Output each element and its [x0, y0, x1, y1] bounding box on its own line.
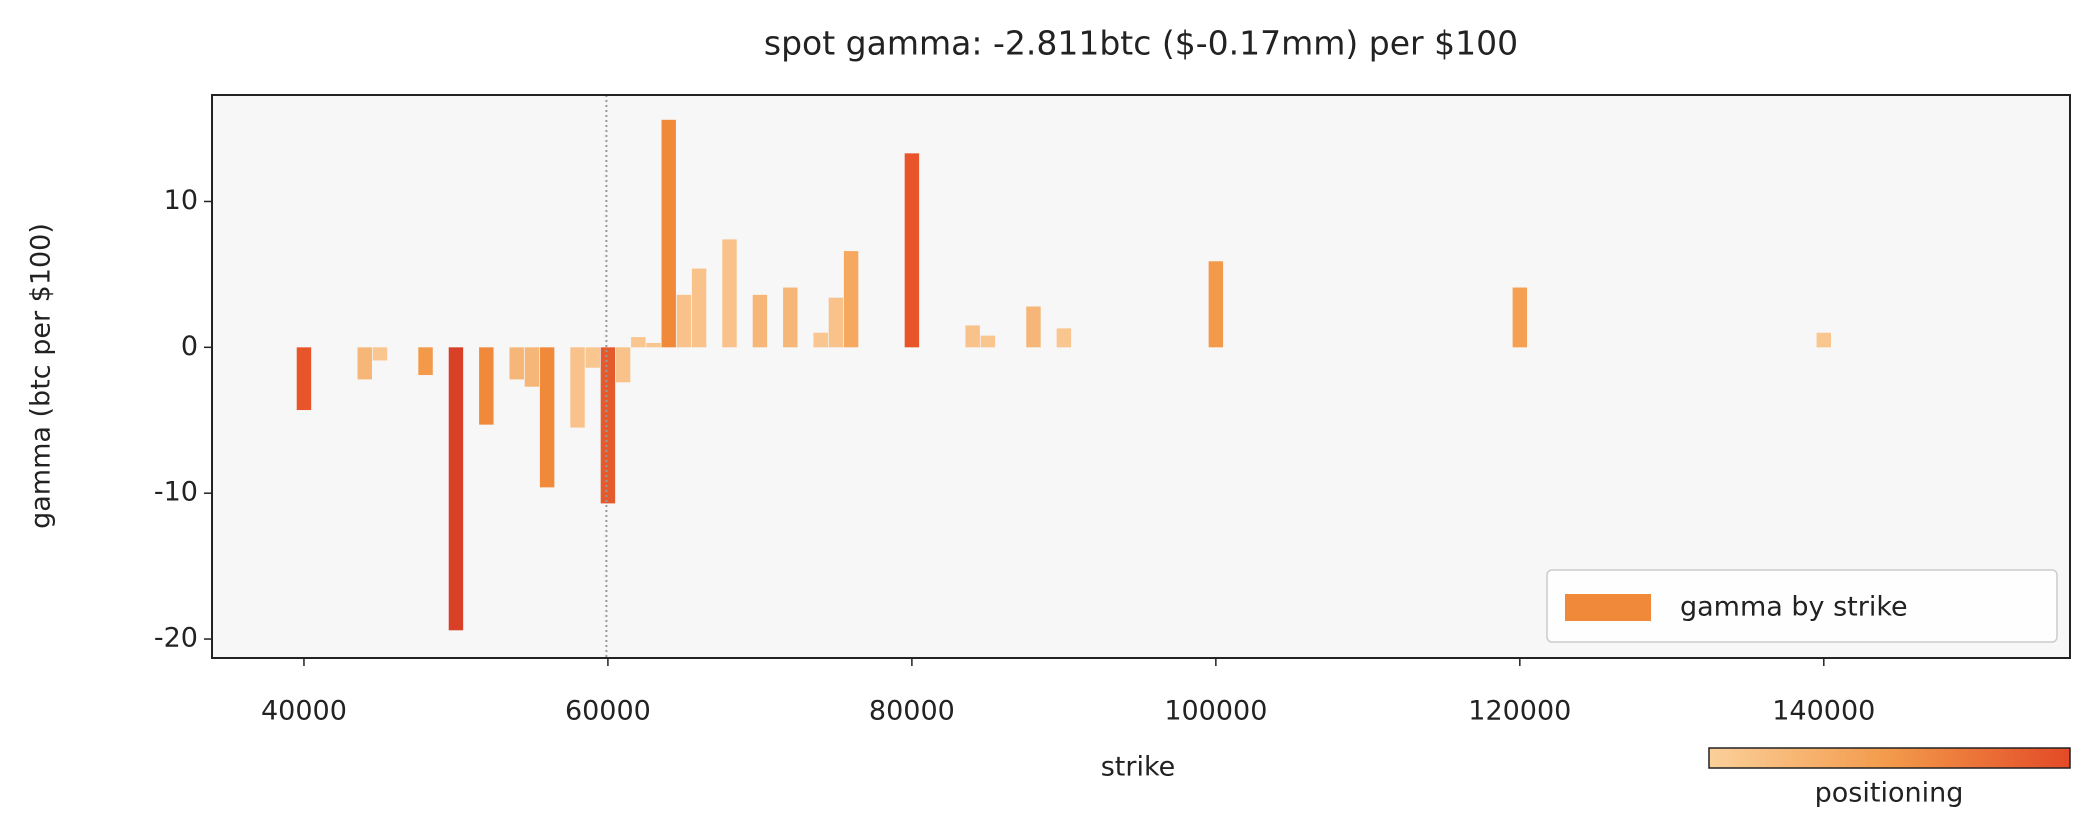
bar — [691, 268, 707, 348]
bar — [828, 297, 844, 348]
bar — [752, 294, 768, 348]
legend-box — [1546, 569, 2058, 643]
bar — [904, 153, 920, 348]
chart-title: spot gamma: -2.811btc ($-0.17mm) per $10… — [764, 24, 1518, 63]
plot-frame — [211, 94, 2071, 659]
bar — [600, 347, 616, 504]
x-tick-label: 100000 — [1164, 696, 1267, 727]
bar — [296, 347, 312, 411]
bar — [585, 347, 600, 368]
colorbar — [1708, 747, 2071, 769]
bar — [357, 347, 372, 380]
bar — [661, 119, 676, 348]
x-tick-label: 80000 — [869, 696, 955, 727]
bar — [1026, 306, 1041, 348]
bar — [1512, 287, 1528, 348]
y-tick-label: 0 — [181, 331, 198, 362]
bar — [631, 337, 646, 348]
x-tick-label: 120000 — [1468, 696, 1571, 727]
bar — [965, 325, 980, 348]
bar — [1208, 261, 1224, 348]
bar — [418, 347, 433, 376]
bar — [539, 347, 555, 488]
bar — [722, 239, 737, 348]
x-tick-label: 40000 — [261, 696, 347, 727]
legend-label: gamma by strike — [1680, 592, 1908, 623]
colorbar-label: positioning — [1815, 778, 1964, 809]
bar — [843, 251, 859, 348]
bar — [646, 342, 661, 348]
bar — [509, 347, 524, 380]
y-tick-label: 10 — [164, 185, 198, 216]
bar — [1816, 332, 1832, 348]
x-tick-label: 140000 — [1772, 696, 1875, 727]
bar — [676, 294, 692, 348]
bar — [524, 347, 540, 387]
bar — [813, 332, 828, 348]
x-axis-label: strike — [1101, 752, 1176, 783]
y-axis-label: gamma (btc per $100) — [26, 223, 57, 529]
bar — [372, 347, 388, 361]
y-tick-label: -10 — [154, 477, 198, 508]
y-tick-label: -20 — [154, 623, 198, 654]
bar — [783, 287, 798, 348]
bar — [448, 347, 464, 631]
x-tick-label: 60000 — [565, 696, 651, 727]
bar — [479, 347, 494, 425]
bar — [615, 347, 631, 383]
bar — [570, 347, 585, 428]
bar — [1056, 328, 1072, 348]
bar — [980, 335, 996, 348]
legend-swatch — [1565, 594, 1651, 621]
